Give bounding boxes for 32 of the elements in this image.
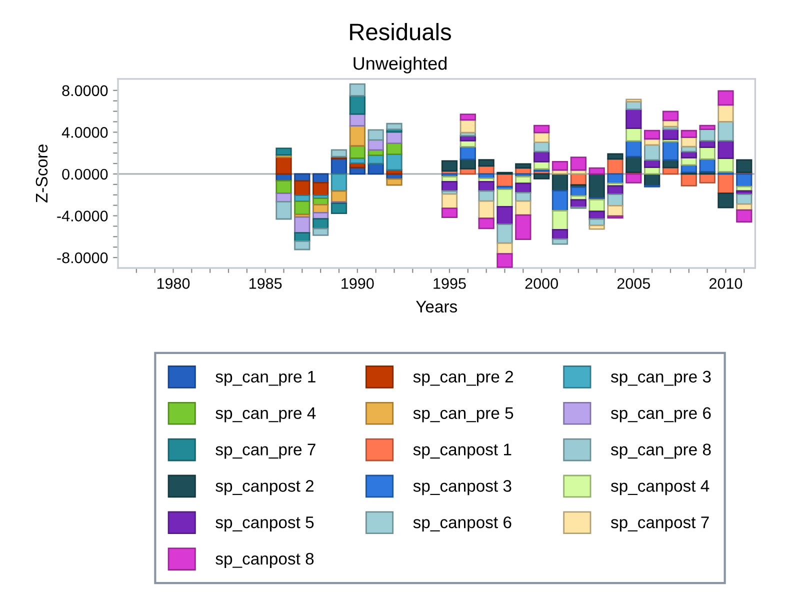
y-tick-label: 0.0000 (62, 168, 108, 180)
legend-label: sp_can_pre 5 (413, 407, 514, 422)
legend-label: sp_canpost 8 (216, 552, 314, 568)
y-axis-title: Z-Score (36, 144, 48, 203)
legend-label: sp_canpost 3 (413, 480, 512, 496)
x-tick-label: 1980 (157, 278, 190, 289)
legend-label: sp_can_pre 2 (413, 370, 513, 386)
legend-label: sp_canpost 7 (610, 516, 709, 532)
y-tick-label: 8.0000 (62, 85, 108, 96)
x-tick-label: 2000 (525, 278, 558, 289)
chart-subtitle: Unweighted (354, 56, 447, 74)
x-tick-label: 1990 (342, 278, 374, 289)
legend-label: sp_canpost 4 (610, 480, 710, 496)
legend-label: sp_can_pre 4 (216, 407, 316, 422)
legend-label: sp_canpost 2 (216, 480, 314, 496)
chart-title: Residuals (350, 22, 451, 40)
legend-label: sp_canpost 5 (216, 516, 314, 532)
y-tick-label: 4.0000 (62, 127, 108, 138)
x-axis-title: Years (416, 300, 458, 313)
legend-label: sp_can_pre 8 (610, 444, 711, 459)
legend-label: sp_can_pre 6 (610, 407, 711, 422)
legend-label: sp_can_pre 3 (610, 370, 711, 386)
y-tick-label: -8.0000 (57, 252, 108, 264)
legend-label: sp_canpost 1 (413, 444, 512, 459)
x-tick-label: 2010 (710, 278, 742, 289)
x-tick-label: 1995 (434, 278, 466, 289)
legend-label: sp_can_pre 1 (216, 370, 316, 386)
legend-label: sp_canpost 6 (413, 516, 512, 532)
y-tick-label: -4.0000 (57, 210, 108, 222)
x-tick-label: 2005 (617, 278, 650, 289)
x-tick-label: 1985 (250, 278, 282, 289)
legend-label: sp_can_pre 7 (216, 444, 316, 459)
